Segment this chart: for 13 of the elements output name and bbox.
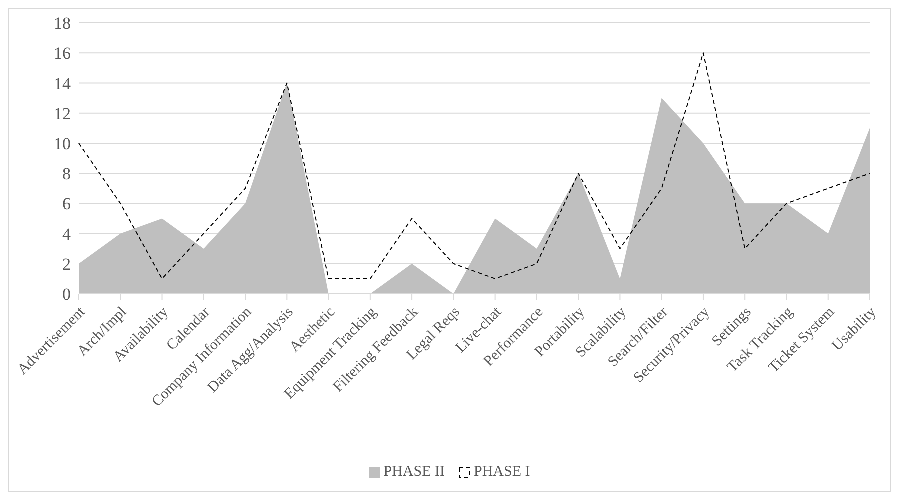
- y-tick-label: 16: [54, 44, 71, 64]
- legend-label: PHASE I: [474, 464, 530, 481]
- legend-label: PHASE II: [384, 464, 445, 481]
- y-tick-label: 6: [62, 194, 71, 214]
- y-tick-label: 0: [62, 285, 71, 304]
- y-tick-label: 2: [62, 254, 71, 274]
- y-tick-label: 10: [54, 134, 71, 154]
- y-tick-label: 14: [54, 74, 72, 94]
- y-tick-label: 8: [62, 164, 71, 184]
- y-tick-label: 4: [62, 224, 72, 244]
- line-series: [78, 52, 870, 280]
- y-tick-label: 12: [54, 104, 71, 124]
- y-tick-label: 18: [54, 14, 71, 34]
